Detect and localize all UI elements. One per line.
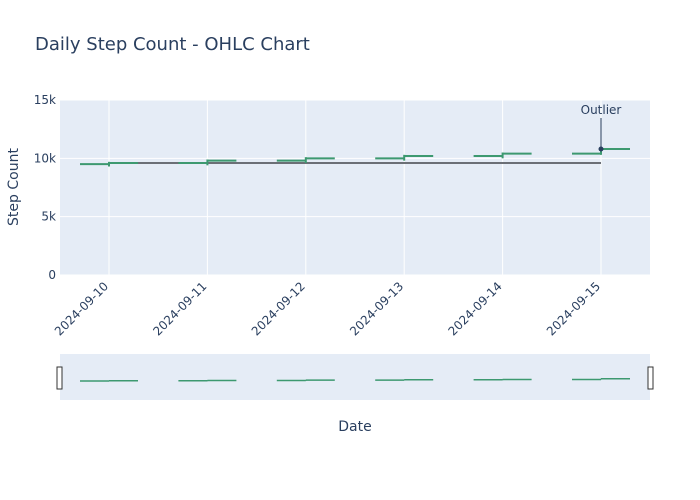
annotation-label: Outlier xyxy=(581,103,622,117)
range-slider-ohlc-bar xyxy=(572,378,630,381)
range-slider-ohlc-bar xyxy=(375,379,434,381)
ohlc-bars xyxy=(80,147,630,167)
y-tick-label: 5k xyxy=(41,210,56,224)
x-axis-ticks: 2024-09-10 2024-09-11 2024-09-12 2024-09-13… xyxy=(52,279,603,338)
plot-area xyxy=(60,100,650,275)
y-axis-ticks: 0 5k 10k 15k xyxy=(34,93,56,282)
chart-title: Daily Step Count - OHLC Chart xyxy=(35,34,310,55)
range-slider-ohlc-bar xyxy=(178,379,237,382)
range-slider-bars xyxy=(80,378,630,382)
x-tick-label: 2024-09-11 xyxy=(150,279,209,338)
y-tick-label: 10k xyxy=(34,151,56,165)
ohlc-bar[interactable] xyxy=(473,152,532,159)
x-tick-label: 2024-09-15 xyxy=(544,279,603,338)
x-tick-label: 2024-09-12 xyxy=(249,279,308,338)
annotation-point xyxy=(598,146,604,152)
ohlc-bar[interactable] xyxy=(276,157,335,163)
ohlc-bar[interactable] xyxy=(178,159,237,166)
y-tick-label: 0 xyxy=(48,268,56,282)
range-slider-left-handle[interactable] xyxy=(56,366,63,390)
ohlc-bar[interactable] xyxy=(80,161,138,167)
range-slider[interactable] xyxy=(60,354,650,400)
x-tick-label: 2024-09-14 xyxy=(446,279,505,338)
annotations: Outlier xyxy=(581,103,622,152)
range-slider-ohlc-bar xyxy=(80,380,138,382)
y-tick-label: 15k xyxy=(34,93,56,107)
range-slider-ohlc-bar xyxy=(473,378,532,381)
range-slider-right-handle[interactable] xyxy=(647,366,654,390)
x-axis-title: Date xyxy=(338,419,371,435)
x-tick-label: 2024-09-13 xyxy=(347,279,406,338)
ohlc-bar[interactable] xyxy=(375,154,434,161)
y-axis-title: Step Count xyxy=(6,148,22,226)
x-tick-label: 2024-09-10 xyxy=(52,279,111,338)
range-slider-ohlc-bar xyxy=(276,379,335,382)
